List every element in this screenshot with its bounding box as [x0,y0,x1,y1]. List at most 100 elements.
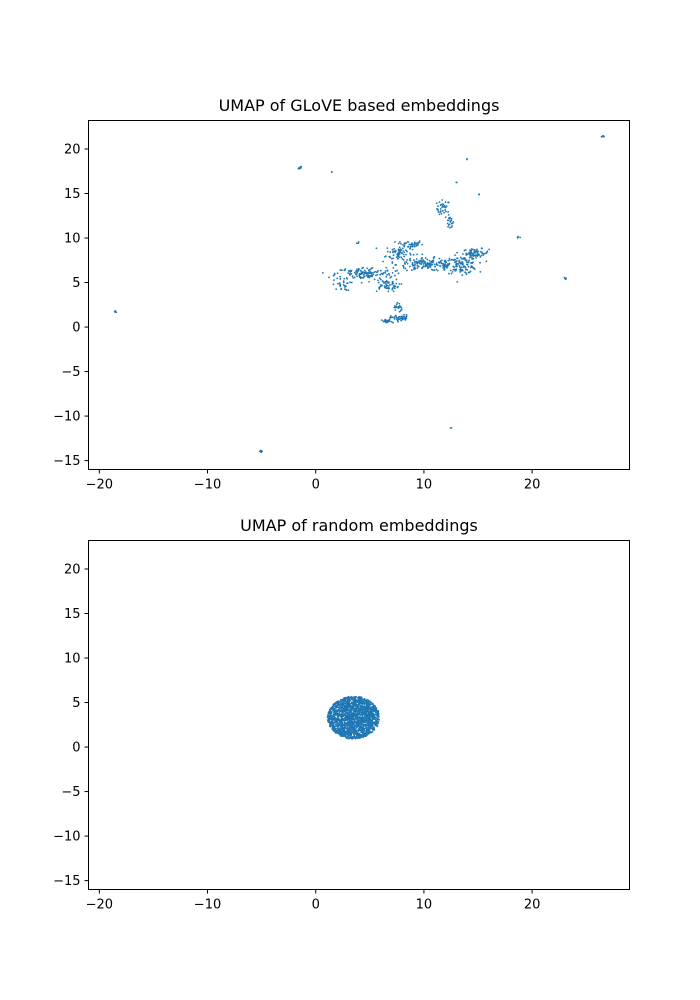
scatter-point [463,249,466,252]
scatter-point [363,707,366,710]
scatter-point [350,731,353,734]
scatter-point [447,225,449,228]
scatter-point [391,287,394,290]
scatter-point [333,710,336,713]
scatter-point [393,285,396,288]
scatter-point [349,710,352,712]
scatter-point [447,263,450,266]
scatter-point [356,719,358,721]
scatter-point [411,245,414,248]
scatter-point [329,717,332,720]
scatter-point [473,268,476,271]
scatter-point [365,712,368,715]
scatter-point [342,707,344,710]
scatter-point [465,157,468,160]
random-ytick-label: 10 [64,652,81,667]
scatter-point [476,248,478,251]
scatter-point [396,319,399,322]
scatter-point [336,277,339,280]
scatter-point [420,263,423,266]
scatter-point [338,722,341,725]
scatter-point [375,713,378,716]
scatter-point [389,283,391,286]
scatter-point [342,709,345,712]
scatter-point [340,714,343,717]
scatter-point [346,277,349,280]
scatter-point [476,253,479,255]
scatter-point [369,718,372,721]
scatter-point [369,709,372,711]
scatter-point [369,271,372,274]
scatter-point [365,734,367,737]
scatter-point [398,256,401,259]
scatter-point [343,704,346,707]
scatter-point [421,267,424,270]
scatter-point [362,273,365,276]
scatter-point [356,275,358,278]
scatter-point [466,261,468,264]
scatter-point [340,269,343,272]
scatter-point [395,278,398,281]
scatter-point [352,703,355,706]
glove-ytick-label: −5 [61,365,80,380]
scatter-point [345,727,348,730]
scatter-point [343,730,345,733]
random-axes-title: UMAP of random embeddings [240,516,478,535]
scatter-point [365,715,368,718]
scatter-point [342,700,345,702]
scatter-point [443,267,446,270]
scatter-point [459,256,462,259]
scatter-point [441,209,444,212]
scatter-point [337,717,340,720]
scatter-point [349,724,351,726]
scatter-point [397,307,400,310]
scatter-point [359,718,362,721]
scatter-point [345,723,347,726]
scatter-point [435,202,438,205]
scatter-point [373,707,376,710]
scatter-point [394,264,397,266]
scatter-point [346,699,349,702]
scatter-point [469,255,472,258]
scatter-point [377,269,379,272]
scatter-point [391,283,393,286]
scatter-point [336,724,339,727]
scatter-point [475,256,477,259]
scatter-point [450,226,453,229]
scatter-point [328,719,330,722]
scatter-point [384,271,387,274]
scatter-point [367,275,370,278]
scatter-point [443,269,446,271]
scatter-point [432,257,435,260]
scatter-point [444,206,447,209]
scatter-point [355,699,357,702]
scatter-point [475,250,478,252]
scatter-point [433,269,436,272]
scatter-point [417,265,420,268]
scatter-point [403,313,405,316]
scatter-point [452,220,455,223]
scatter-point [374,270,377,273]
scatter-point [338,724,341,726]
scatter-point [333,715,336,718]
scatter-point [327,712,330,715]
scatter-point [461,263,464,266]
scatter-point [385,321,388,324]
scatter-point [345,702,348,705]
scatter-point [456,281,459,283]
scatter-point [343,728,346,731]
scatter-point [435,262,438,265]
scatter-point [393,306,396,309]
scatter-point [366,721,369,724]
scatter-point [421,253,424,256]
scatter-point [371,727,374,730]
scatter-point [350,708,353,711]
scatter-point [437,211,440,213]
scatter-point [430,260,433,263]
scatter-point [371,266,374,269]
scatter-point [353,721,355,724]
scatter-point [408,243,411,246]
scatter-point [348,716,350,719]
scatter-point [342,724,344,727]
scatter-point [373,704,376,707]
